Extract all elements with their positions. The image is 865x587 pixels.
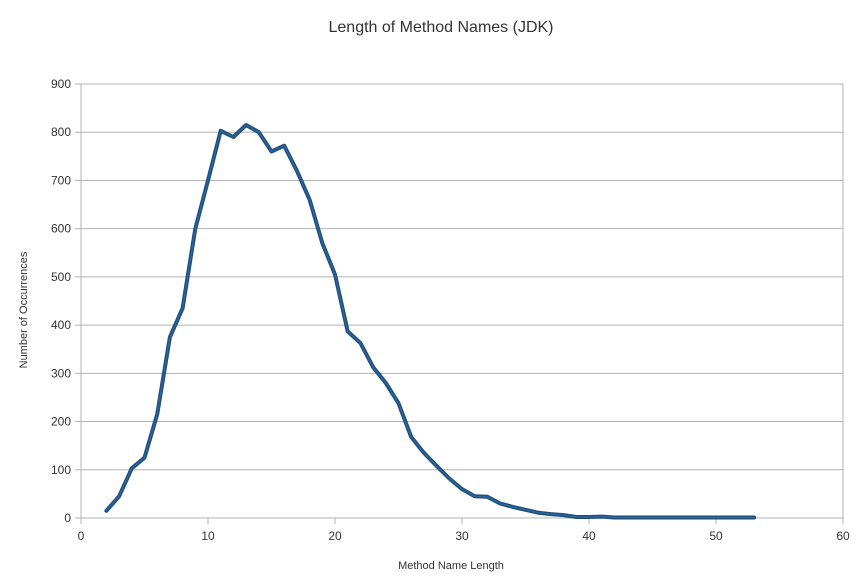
data-point xyxy=(626,516,629,519)
y-tick-label: 500 xyxy=(51,270,71,284)
data-point xyxy=(130,467,133,470)
y-tick-label: 800 xyxy=(51,125,71,139)
series-line-highlight-0 xyxy=(105,124,755,519)
data-point xyxy=(283,144,286,147)
data-point xyxy=(321,242,324,245)
x-tick-label: 40 xyxy=(582,529,596,543)
data-point xyxy=(156,413,159,416)
y-tick-label: 400 xyxy=(51,318,71,332)
data-point xyxy=(232,136,235,139)
data-point xyxy=(715,516,718,519)
data-point xyxy=(664,516,667,519)
y-tick-label: 100 xyxy=(51,463,71,477)
y-tick-label: 200 xyxy=(51,415,71,429)
axes xyxy=(80,84,844,519)
data-point xyxy=(422,451,425,454)
chart-title: Length of Method Names (JDK) xyxy=(329,19,554,36)
data-point xyxy=(613,516,616,519)
x-tick-label: 30 xyxy=(455,529,469,543)
data-point xyxy=(473,495,476,498)
data-point xyxy=(524,508,527,511)
y-tick-label: 0 xyxy=(64,511,71,525)
data-point xyxy=(651,516,654,519)
data-point xyxy=(346,330,349,333)
data-point xyxy=(638,516,641,519)
x-axis-label: Method Name Length xyxy=(398,560,504,572)
y-tick-label: 700 xyxy=(51,173,71,187)
data-point xyxy=(308,198,311,201)
data-point xyxy=(384,382,387,385)
x-tick-label: 50 xyxy=(709,529,723,543)
data-point xyxy=(676,516,679,519)
data-point xyxy=(105,509,108,512)
y-tick-labels: 0 100 200 300 400 500 600 700 800 900 xyxy=(51,77,81,525)
data-point xyxy=(359,342,362,345)
data-point xyxy=(549,513,552,516)
data-point xyxy=(245,124,248,127)
data-point xyxy=(727,516,730,519)
data-point xyxy=(486,495,489,498)
data-point xyxy=(295,169,298,172)
data-point xyxy=(461,488,464,491)
data-point xyxy=(168,336,171,339)
data-point xyxy=(372,366,375,369)
data-point xyxy=(219,129,222,132)
y-tick-label: 300 xyxy=(51,366,71,380)
data-point xyxy=(143,456,146,459)
data-point xyxy=(118,495,121,498)
grid-lines xyxy=(81,83,843,519)
data-point xyxy=(753,516,756,519)
data-point xyxy=(181,307,184,310)
data-point xyxy=(194,227,197,230)
data-point xyxy=(270,150,273,153)
data-point xyxy=(410,436,413,439)
data-point xyxy=(448,477,451,480)
y-axis-label: Number of Occurrences xyxy=(18,251,30,368)
series-group xyxy=(104,123,757,520)
data-point xyxy=(257,131,260,134)
data-point xyxy=(575,516,578,519)
y-tick-label: 600 xyxy=(51,222,71,236)
data-point xyxy=(499,502,502,505)
data-point xyxy=(702,516,705,519)
data-point xyxy=(511,505,514,508)
data-point xyxy=(689,516,692,519)
data-point xyxy=(562,514,565,517)
data-point xyxy=(588,516,591,519)
data-point xyxy=(537,511,540,514)
data-point xyxy=(334,273,337,276)
data-point xyxy=(435,464,438,467)
x-tick-label: 60 xyxy=(836,529,850,543)
x-tick-label: 10 xyxy=(201,529,215,543)
x-tick-label: 20 xyxy=(328,529,342,543)
data-point xyxy=(740,516,743,519)
y-tick-label: 900 xyxy=(51,77,71,91)
data-point xyxy=(600,515,603,518)
x-tick-labels: 0 10 20 30 40 50 60 xyxy=(78,518,850,543)
data-point xyxy=(207,179,210,182)
data-point xyxy=(397,402,400,405)
x-tick-label: 0 xyxy=(78,529,85,543)
